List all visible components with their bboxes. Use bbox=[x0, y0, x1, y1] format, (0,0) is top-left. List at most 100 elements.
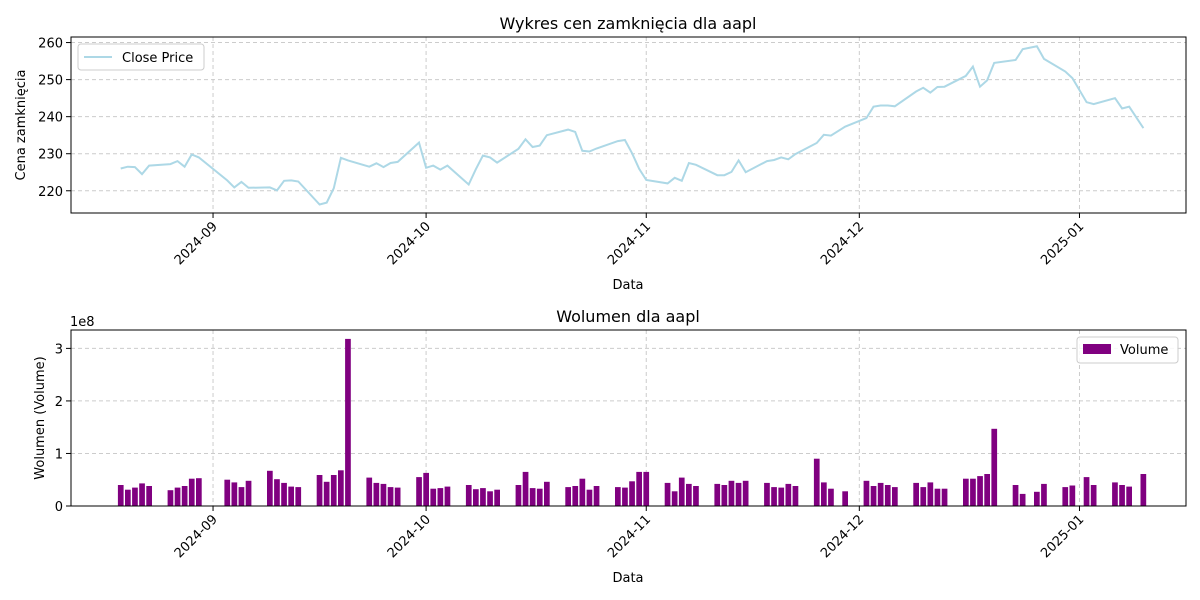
volume-y-ticks: 0 1 2 3 bbox=[55, 342, 71, 515]
volume-x-label: Data bbox=[612, 571, 643, 586]
price-chart-title: Wykres cen zamknięcia dla aapl bbox=[500, 14, 757, 33]
volume-bar bbox=[316, 475, 323, 506]
x-tick-label: 2024-12 bbox=[818, 512, 867, 561]
volume-bar bbox=[529, 488, 536, 506]
volume-bar bbox=[267, 470, 273, 506]
volume-bar bbox=[188, 478, 195, 506]
price-plot-frame bbox=[70, 36, 1187, 214]
volume-bar bbox=[927, 482, 934, 506]
volume-bar bbox=[181, 486, 188, 506]
volume-bar bbox=[330, 475, 337, 506]
volume-bar bbox=[167, 490, 174, 506]
volume-bar bbox=[487, 491, 493, 506]
volume-bar bbox=[196, 478, 202, 506]
volume-bar bbox=[636, 471, 642, 506]
volume-bar bbox=[941, 488, 948, 506]
volume-bar bbox=[785, 483, 792, 506]
price-legend-label: Close Price bbox=[122, 51, 193, 66]
volume-bar bbox=[686, 483, 692, 506]
volume-bar bbox=[629, 481, 635, 506]
volume-chart: Wolumen dla aapl 1e8 0 1 2 3 2024-09 2024-10… bbox=[33, 307, 1187, 586]
volume-bar bbox=[1126, 486, 1132, 506]
volume-bar bbox=[579, 478, 586, 506]
volume-bar bbox=[813, 458, 820, 506]
volume-bar bbox=[721, 485, 728, 506]
volume-bar bbox=[664, 482, 671, 506]
volume-bar bbox=[132, 487, 138, 506]
price-legend: Close Price bbox=[77, 43, 205, 71]
volume-bar bbox=[977, 476, 983, 506]
volume-bar bbox=[728, 480, 735, 506]
volume-bar bbox=[1083, 477, 1090, 506]
volume-bar bbox=[387, 487, 394, 506]
volume-bar bbox=[536, 488, 543, 506]
x-tick-label: 2024-12 bbox=[818, 219, 867, 268]
volume-bar bbox=[465, 485, 472, 506]
volume-bar bbox=[643, 471, 650, 506]
x-tick-label: 2025-01 bbox=[1038, 512, 1087, 561]
volume-bar bbox=[1019, 493, 1026, 506]
volume-bar bbox=[1090, 485, 1097, 506]
volume-bar bbox=[671, 491, 678, 506]
volume-bar bbox=[970, 478, 976, 506]
volume-bar bbox=[622, 487, 628, 506]
volume-bar bbox=[281, 482, 287, 506]
volume-bar bbox=[984, 474, 990, 506]
y-tick-label: 230 bbox=[38, 148, 63, 163]
volume-plot-frame bbox=[70, 329, 1187, 507]
volume-x-ticks: 2024-09 2024-10 2024-11 2024-12 2025-01 bbox=[172, 506, 1087, 561]
x-tick-label: 2024-10 bbox=[385, 219, 434, 268]
volume-bar bbox=[288, 486, 294, 506]
volume-bar bbox=[877, 482, 884, 506]
volume-bar bbox=[742, 480, 749, 506]
volume-bar bbox=[963, 478, 969, 506]
y-tick-label: 1 bbox=[55, 447, 63, 462]
volume-bar bbox=[863, 480, 870, 506]
volume-bar bbox=[615, 487, 621, 506]
volume-bar bbox=[394, 487, 401, 506]
volume-legend-label: Volume bbox=[1120, 343, 1168, 358]
volume-bar bbox=[1140, 474, 1147, 506]
price-chart: Wykres cen zamknięcia dla aapl 220 230 240… bbox=[14, 14, 1187, 293]
y-tick-label: 260 bbox=[38, 37, 63, 52]
y-tick-label: 220 bbox=[38, 185, 63, 200]
volume-bar bbox=[416, 477, 422, 506]
volume-bar bbox=[565, 487, 571, 506]
volume-bar bbox=[572, 486, 579, 506]
volume-bar bbox=[1041, 483, 1047, 506]
volume-bar bbox=[366, 477, 373, 506]
volume-bar bbox=[778, 487, 785, 506]
close-price-line bbox=[120, 45, 1145, 206]
price-y-label: Cena zamknięcia bbox=[14, 70, 29, 181]
volume-bar bbox=[792, 486, 799, 506]
volume-bar bbox=[913, 482, 919, 506]
volume-bar bbox=[238, 487, 245, 506]
volume-bar bbox=[1119, 485, 1125, 506]
price-legend-box bbox=[77, 43, 205, 71]
volume-bar bbox=[380, 483, 387, 506]
volume-bar bbox=[735, 482, 742, 506]
price-x-ticks: 2024-09 2024-10 2024-11 2024-12 2025-01 bbox=[172, 213, 1087, 268]
volume-bar bbox=[295, 487, 302, 506]
volume-bar bbox=[764, 482, 770, 506]
price-y-ticks: 220 230 240 250 260 bbox=[38, 37, 71, 200]
price-grid bbox=[71, 37, 1186, 213]
volume-bar bbox=[920, 487, 927, 506]
volume-bar bbox=[139, 483, 145, 506]
volume-bar bbox=[224, 479, 231, 506]
volume-bar bbox=[515, 485, 522, 506]
volume-bar bbox=[146, 486, 152, 506]
x-tick-label: 2024-11 bbox=[605, 512, 654, 561]
volume-bar bbox=[892, 487, 898, 506]
volume-offset-label: 1e8 bbox=[70, 315, 95, 330]
y-tick-label: 2 bbox=[55, 395, 63, 410]
price-x-label: Data bbox=[612, 278, 643, 293]
y-tick-label: 240 bbox=[38, 111, 63, 126]
volume-bar bbox=[373, 482, 380, 506]
volume-legend: Volume bbox=[1076, 336, 1179, 364]
volume-bar bbox=[323, 481, 330, 506]
volume-bar bbox=[117, 485, 124, 506]
volume-bar bbox=[771, 487, 777, 506]
volume-bar bbox=[274, 479, 280, 506]
